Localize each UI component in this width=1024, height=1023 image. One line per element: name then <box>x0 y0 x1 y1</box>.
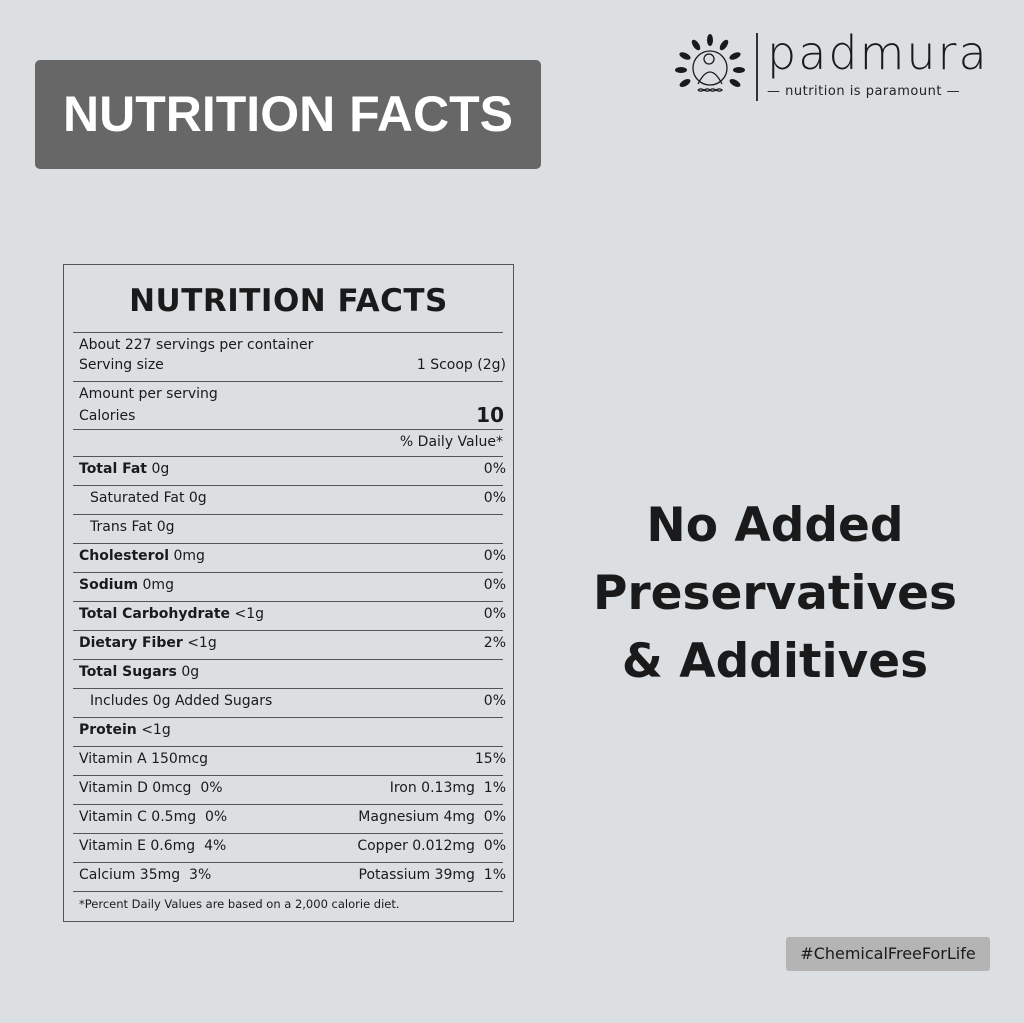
nutrient-amount: Vitamin C 0.5mg 0% <box>79 809 228 825</box>
label-title: NUTRITION FACTS <box>129 283 448 319</box>
nutrient-amount: Vitamin E 0.6mg 4% <box>79 838 227 854</box>
nutrient-row-label: Total Carbohydrate <1g <box>79 606 264 623</box>
nutrient-row-label: Includes 0g Added Sugars <box>90 693 272 710</box>
nutrient-row-label: Sodium 0mg <box>79 577 174 594</box>
nutrient-row-label: Cholesterol 0mg <box>79 548 205 565</box>
divider <box>73 332 503 333</box>
divider <box>73 833 503 834</box>
daily-value-header: % Daily Value* <box>399 434 503 450</box>
nutrient-amount: Calcium 35mg 3% <box>79 867 212 883</box>
nutrient-row-label: Vitamin D 0mcg 0% <box>79 780 223 797</box>
serving-size-label: Serving size <box>79 357 164 373</box>
nutrient-daily-value: Magnesium 4mg 0% <box>358 809 506 825</box>
divider <box>73 746 503 747</box>
nutrient-row-label: Protein <1g <box>79 722 171 739</box>
divider <box>73 717 503 718</box>
nutrient-daily-value: 15% <box>474 751 506 767</box>
nutrient-daily-value: Iron 0.13mg 1% <box>389 780 506 796</box>
nutrient-name: Protein <box>79 722 137 738</box>
divider <box>73 659 503 660</box>
divider <box>73 601 503 602</box>
nutrient-daily-value: 0% <box>483 693 506 709</box>
serving-size-value: 1 Scoop (2g) <box>416 357 506 373</box>
claim-line: No Added <box>646 498 904 553</box>
divider <box>73 456 503 457</box>
nutrient-name: Total Carbohydrate <box>79 606 231 622</box>
nutrient-row-label: Dietary Fiber <1g <box>79 635 217 652</box>
calories-value: 10 <box>476 403 504 427</box>
nutrient-daily-value: 0% <box>483 577 506 593</box>
divider <box>73 775 503 776</box>
claim-line: & Additives <box>621 634 929 689</box>
nutrient-amount: Saturated Fat 0g <box>90 490 207 506</box>
brand-name: padmura <box>767 26 989 80</box>
nutrient-amount: <1g <box>230 606 265 622</box>
nutrient-row-label: Total Fat 0g <box>79 461 169 478</box>
nutrient-name: Total Fat <box>79 461 148 477</box>
nutrient-row-label: Total Sugars 0g <box>79 664 199 681</box>
claim-line: Preservatives <box>593 566 957 621</box>
nutrient-amount: 0mg <box>138 577 174 593</box>
hashtag-badge: #ChemicalFreeForLife <box>786 937 990 971</box>
divider <box>73 514 503 515</box>
nutrient-amount: Vitamin D 0mcg 0% <box>79 780 223 796</box>
divider <box>73 804 503 805</box>
nutrient-row-label: Calcium 35mg 3% <box>79 867 211 884</box>
divider <box>73 485 503 486</box>
footnote: *Percent Daily Values are based on a 2,0… <box>79 897 400 911</box>
nutrient-daily-value: 0% <box>483 606 506 622</box>
divider <box>73 429 503 430</box>
nutrient-daily-value: Potassium 39mg 1% <box>358 867 506 883</box>
divider <box>73 688 503 689</box>
nutrient-row-label: Vitamin A 150mcg <box>79 751 208 768</box>
nutrient-row-label: Vitamin C 0.5mg 0% <box>79 809 227 826</box>
nutrient-daily-value: 0% <box>483 548 506 564</box>
page-title-banner: NUTRITION FACTS <box>35 60 541 169</box>
nutrient-row-label: Trans Fat 0g <box>90 519 175 536</box>
divider <box>73 891 503 892</box>
nutrient-amount: Trans Fat 0g <box>90 519 175 535</box>
logo-divider <box>756 33 758 101</box>
nutrient-daily-value: 0% <box>483 490 506 506</box>
nutrient-daily-value: Copper 0.012mg 0% <box>357 838 506 854</box>
calories-label: Calories <box>79 408 136 424</box>
divider <box>73 543 503 544</box>
lotus-meditation-icon <box>675 34 745 92</box>
nutrient-name: Total Sugars <box>79 664 177 680</box>
nutrient-name: Sodium <box>79 577 139 593</box>
nutrient-row-label: Saturated Fat 0g <box>90 490 207 507</box>
nutrient-amount: 0g <box>176 664 200 680</box>
nutrient-amount: <1g <box>136 722 171 738</box>
nutrient-amount: Includes 0g Added Sugars <box>90 693 273 709</box>
divider <box>73 572 503 573</box>
nutrition-facts-label: NUTRITION FACTS About 227 servings per c… <box>63 264 514 922</box>
nutrient-name: Dietary Fiber <box>79 635 183 651</box>
divider <box>73 862 503 863</box>
no-additives-claim: No Added Preservatives & Additives <box>560 492 990 696</box>
nutrient-daily-value: 2% <box>483 635 506 651</box>
nutrient-row-label: Vitamin E 0.6mg 4% <box>79 838 226 855</box>
nutrient-amount: <1g <box>182 635 217 651</box>
nutrient-amount: 0g <box>147 461 170 477</box>
divider <box>73 381 503 382</box>
brand-logo: padmura — nutrition is paramount — <box>672 30 1012 105</box>
nutrient-name: Cholesterol <box>79 548 169 564</box>
amount-per-serving: Amount per serving <box>79 386 218 402</box>
divider <box>73 630 503 631</box>
brand-tagline: — nutrition is paramount — <box>767 84 961 99</box>
nutrient-amount: 0mg <box>169 548 205 564</box>
nutrient-amount: Vitamin A 150mcg <box>79 751 209 767</box>
servings-per-container: About 227 servings per container <box>79 337 314 353</box>
nutrient-daily-value: 0% <box>483 461 506 477</box>
